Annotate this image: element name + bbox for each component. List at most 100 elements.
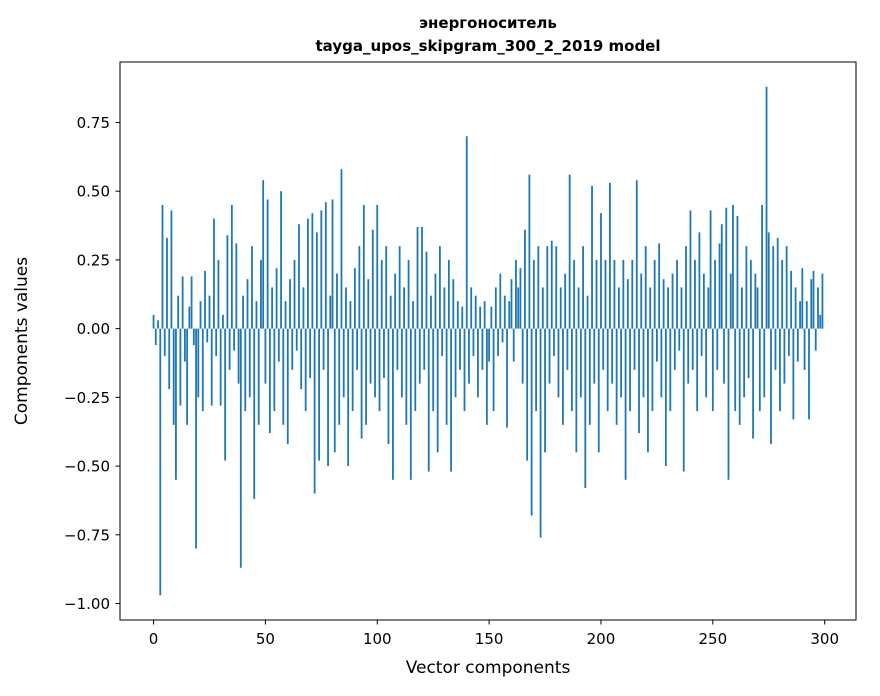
x-tick-label: 150 xyxy=(475,630,504,648)
bar xyxy=(613,259,616,329)
bar xyxy=(459,328,461,370)
bar xyxy=(159,328,162,596)
bar xyxy=(405,328,408,425)
bar xyxy=(479,306,482,329)
bar xyxy=(190,276,193,329)
bar xyxy=(749,259,752,329)
y-tick-label: 0.25 xyxy=(77,251,110,269)
bar xyxy=(257,328,260,425)
bar xyxy=(199,301,202,329)
bar xyxy=(450,328,452,472)
bar xyxy=(421,226,423,329)
bar xyxy=(179,328,182,406)
bar xyxy=(653,259,656,329)
bar xyxy=(747,328,750,379)
bar xyxy=(262,180,265,329)
bar xyxy=(195,328,197,549)
bar xyxy=(403,287,406,329)
bar xyxy=(233,328,235,351)
bar xyxy=(351,328,354,412)
bar xyxy=(676,259,678,329)
bar xyxy=(246,279,249,329)
bar xyxy=(741,287,743,329)
bar xyxy=(488,328,491,362)
bar xyxy=(779,328,781,412)
bar xyxy=(345,287,347,329)
bar xyxy=(660,328,663,398)
bar xyxy=(770,328,772,445)
bar xyxy=(734,328,737,412)
x-tick-label: 100 xyxy=(363,630,392,648)
bar xyxy=(765,86,768,329)
bar xyxy=(425,251,428,329)
bar xyxy=(206,328,209,343)
bar xyxy=(698,232,701,329)
bar xyxy=(197,328,200,398)
bar xyxy=(383,328,385,379)
bar xyxy=(535,328,537,412)
bar xyxy=(649,287,652,329)
bar xyxy=(168,328,171,390)
bar xyxy=(732,204,734,329)
bar xyxy=(506,328,508,428)
bar xyxy=(658,243,661,329)
bar xyxy=(593,328,596,384)
bar xyxy=(441,328,444,357)
bar xyxy=(577,287,580,329)
bar xyxy=(600,213,602,329)
bar xyxy=(311,213,314,329)
bar xyxy=(738,328,741,425)
bar xyxy=(499,273,502,329)
bar xyxy=(537,246,540,329)
bar xyxy=(163,328,166,357)
bar xyxy=(244,328,247,412)
bar xyxy=(289,279,291,329)
bar xyxy=(626,279,629,329)
bar xyxy=(286,328,289,445)
bar xyxy=(275,268,278,329)
bar xyxy=(177,295,180,329)
y-tick-label: 0.75 xyxy=(77,114,110,132)
bar xyxy=(291,328,294,370)
bar xyxy=(647,328,649,453)
bar xyxy=(490,306,493,329)
bar xyxy=(186,328,189,425)
bar xyxy=(539,328,542,538)
bar xyxy=(642,328,645,398)
bar xyxy=(503,295,506,329)
bar xyxy=(356,328,359,370)
bar xyxy=(217,259,220,329)
bar xyxy=(226,235,229,329)
bar xyxy=(365,328,367,425)
chart-title: энергоноситель tayga_upos_skipgram_300_2… xyxy=(316,12,661,57)
bar xyxy=(347,328,350,467)
bar xyxy=(409,328,412,480)
bar xyxy=(412,301,414,329)
bar xyxy=(268,328,271,434)
bar xyxy=(228,328,231,370)
bar xyxy=(280,191,282,329)
bar xyxy=(175,328,177,480)
bar xyxy=(253,328,256,500)
bar xyxy=(817,287,819,329)
bar xyxy=(519,268,522,329)
bar xyxy=(416,226,419,329)
bar xyxy=(166,237,168,329)
bar xyxy=(767,232,770,329)
bar xyxy=(716,328,719,370)
bar xyxy=(201,328,204,412)
bar xyxy=(385,246,388,329)
bar xyxy=(709,210,712,329)
bar xyxy=(183,328,186,362)
bar xyxy=(219,328,222,406)
bar xyxy=(242,295,244,329)
bar xyxy=(548,328,551,384)
bar xyxy=(447,259,450,329)
y-tick-label: −0.25 xyxy=(64,389,110,407)
bar xyxy=(461,306,464,329)
bar xyxy=(398,246,401,329)
bar xyxy=(756,287,759,329)
bar xyxy=(745,246,748,329)
